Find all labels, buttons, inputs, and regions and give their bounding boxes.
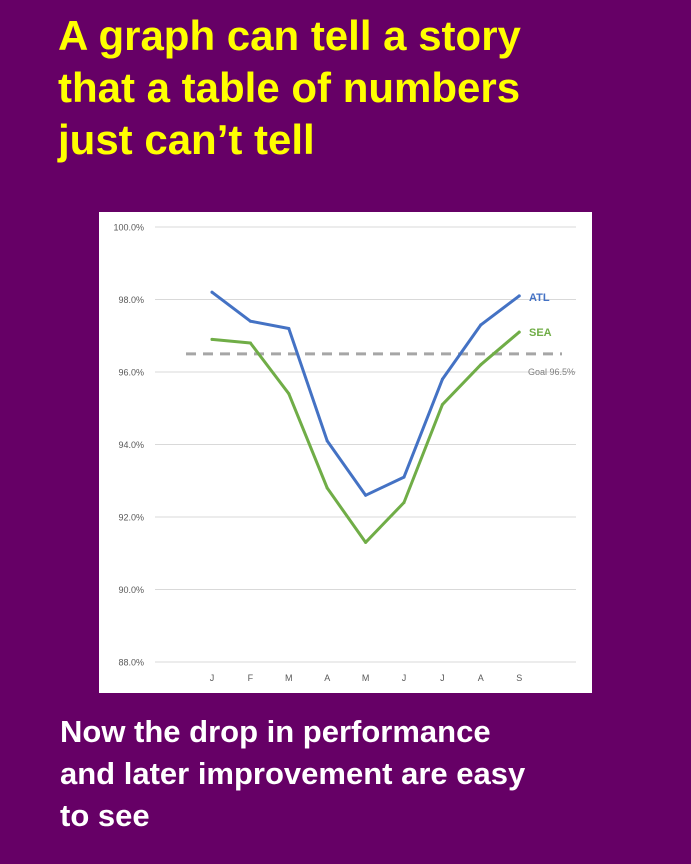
series-line-sea — [210, 330, 521, 544]
headline: A graph can tell a story that a table of… — [58, 10, 678, 166]
data-point-atl — [517, 294, 521, 298]
chart-panel: 100.0% 98.0% 96.0% 94.0% 92.0% 90.0% 88.0% J F M… — [99, 212, 592, 693]
series-label-sea: SEA — [529, 327, 552, 339]
y-tick-label: 88.0% — [118, 658, 144, 668]
x-tick-label: J — [440, 673, 445, 683]
x-tick-label: F — [248, 673, 254, 683]
gridlines — [155, 226, 576, 663]
caption: Now the drop in performance and later im… — [60, 711, 680, 837]
x-tick-label: J — [210, 673, 215, 683]
series-group: ATL SEA — [210, 290, 552, 544]
y-tick-label: 100.0% — [113, 223, 144, 233]
data-point-atl — [364, 493, 368, 497]
y-tick-label: 94.0% — [118, 440, 144, 450]
headline-line-1: A graph can tell a story — [58, 12, 521, 59]
x-tick-label: M — [285, 673, 293, 683]
data-point-sea — [364, 540, 368, 544]
x-tick-label: A — [324, 673, 330, 683]
goal-label: Goal 96.5% — [528, 367, 575, 377]
data-point-sea — [210, 337, 214, 341]
data-point-sea — [287, 392, 291, 396]
series-line-atl — [210, 290, 521, 497]
x-tick-label: J — [402, 673, 407, 683]
data-point-sea — [440, 403, 444, 407]
data-point-sea — [402, 501, 406, 504]
y-axis-ticks: 100.0% 98.0% 96.0% 94.0% 92.0% 90.0% 88.0% — [113, 223, 144, 668]
caption-line-1: Now the drop in performance — [60, 714, 491, 749]
data-point-atl — [248, 319, 252, 323]
y-tick-label: 92.0% — [118, 513, 144, 523]
data-point-atl — [402, 475, 406, 479]
goal-line-group: Goal 96.5% — [186, 352, 575, 377]
headline-line-3: just can’t tell — [58, 116, 315, 163]
x-tick-label: S — [516, 673, 522, 683]
caption-line-2: and later improvement are easy — [60, 756, 526, 791]
y-tick-label: 90.0% — [118, 585, 144, 595]
line-chart: 100.0% 98.0% 96.0% 94.0% 92.0% 90.0% 88.0% J F M… — [113, 223, 576, 683]
x-tick-label: A — [478, 673, 484, 683]
data-point-sea — [325, 486, 329, 490]
data-point-sea — [479, 363, 483, 367]
x-tick-label: M — [362, 673, 370, 683]
data-point-sea — [517, 330, 521, 334]
y-tick-label: 98.0% — [118, 295, 144, 305]
data-point-sea — [248, 341, 252, 345]
y-tick-label: 96.0% — [118, 368, 144, 378]
series-label-atl: ATL — [529, 292, 550, 304]
data-point-atl — [325, 439, 329, 443]
data-point-atl — [287, 327, 291, 330]
headline-line-2: that a table of numbers — [58, 64, 521, 111]
data-point-atl — [210, 290, 214, 294]
data-point-atl — [440, 377, 444, 381]
caption-line-3: to see — [60, 798, 150, 833]
data-point-atl — [479, 323, 483, 327]
